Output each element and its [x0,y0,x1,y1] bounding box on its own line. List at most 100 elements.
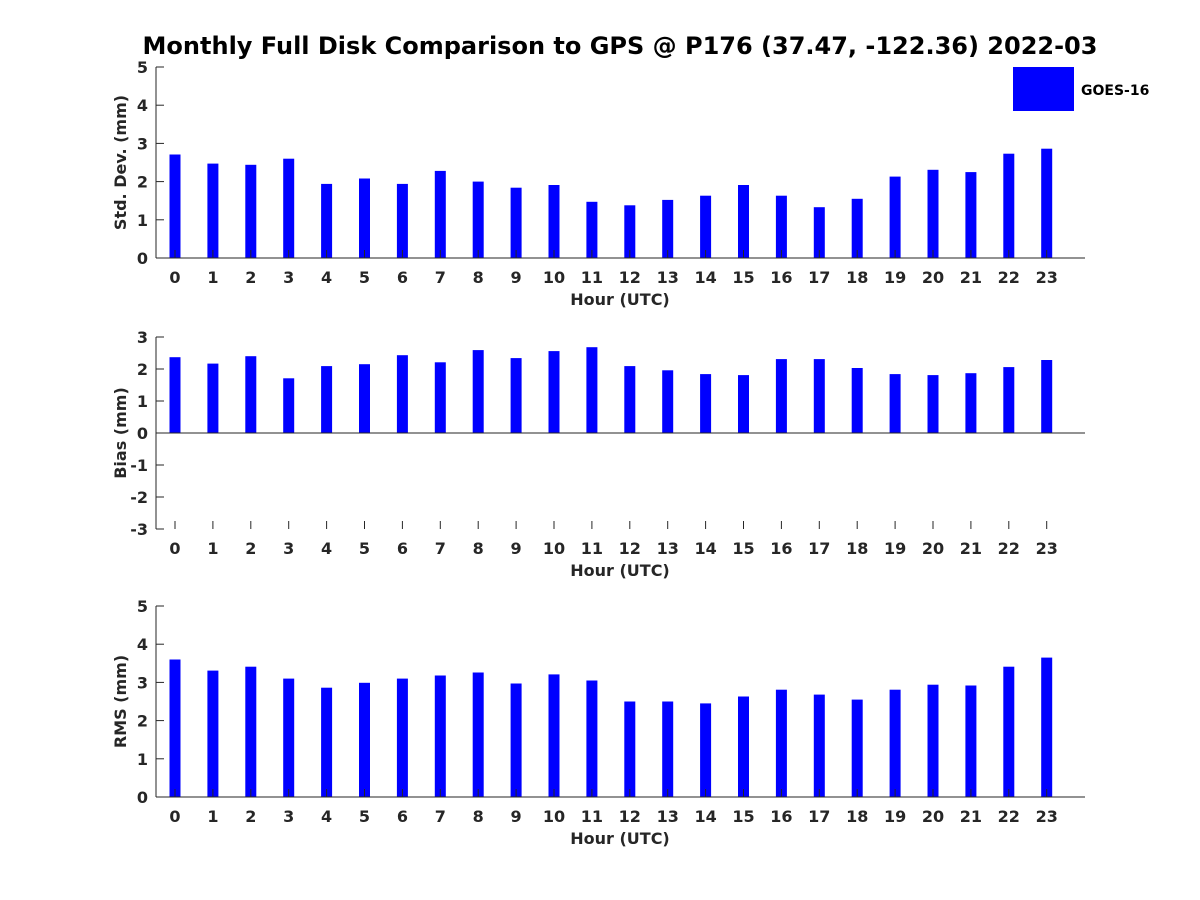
x-tick-label: 7 [435,539,446,558]
x-tick-label: 13 [657,268,679,287]
x-tick-label: 17 [808,807,830,826]
x-tick-label: 8 [473,807,484,826]
x-tick-label: 18 [846,268,868,287]
x-tick-label: 4 [321,539,332,558]
x-tick-label: 18 [846,807,868,826]
bar-hour-7 [434,362,446,433]
bar-hour-16 [775,195,787,258]
x-tick-label: 0 [169,539,180,558]
bar-hour-2 [245,666,257,797]
bar-hour-0 [169,357,181,433]
bar-hour-21 [965,373,977,433]
bar-hour-0 [169,154,181,258]
x-tick-label: 1 [207,807,218,826]
y-tick-label: 1 [137,211,148,230]
x-tick-label: 7 [435,268,446,287]
x-tick-label: 17 [808,268,830,287]
bar-hour-14 [700,195,712,258]
bar-hour-13 [662,199,674,258]
bar-hour-4 [321,687,333,797]
x-tick-label: 0 [169,807,180,826]
bar-hour-23 [1041,360,1053,433]
x-tick-label: 6 [397,807,408,826]
bar-hour-4 [321,366,333,433]
x-tick-label: 10 [543,539,565,558]
bar-hour-22 [1003,367,1015,433]
x-tick-label: 2 [245,807,256,826]
x-tick-label: 21 [960,539,982,558]
x-tick-label: 1 [207,268,218,287]
x-tick-label: 20 [922,268,944,287]
bar-hour-10 [548,185,560,258]
bar-hour-5 [359,682,370,797]
bar-hour-16 [775,359,787,433]
x-tick-label: 8 [473,539,484,558]
bar-hour-3 [283,158,295,258]
bar-hour-7 [434,170,446,258]
bar-hour-7 [434,675,446,797]
bar-hour-12 [624,701,636,797]
x-tick-label: 1 [207,539,218,558]
x-tick-label: 9 [511,807,522,826]
x-tick-label: 0 [169,268,180,287]
x-tick-label: 3 [283,268,294,287]
bar-hour-6 [396,183,408,258]
bar-hour-14 [700,374,712,433]
figure-title: Monthly Full Disk Comparison to GPS @ P1… [143,32,1098,60]
bar-hour-12 [624,205,636,258]
y-tick-label: 0 [137,788,148,807]
bar-hour-1 [207,163,219,258]
x-tick-label: 12 [619,268,641,287]
x-tick-label: 22 [998,539,1020,558]
x-tick-label: 19 [884,807,906,826]
bar-hour-13 [662,370,674,433]
legend-swatch-goes-16 [1013,67,1074,111]
y-tick-label: 2 [137,712,148,731]
x-tick-label: 13 [657,807,679,826]
bar-hour-19 [889,176,901,258]
bar-hour-21 [965,685,977,797]
bar-hour-20 [927,375,939,433]
legend: GOES-16 [1013,67,1149,111]
x-tick-label: 10 [543,268,565,287]
x-tick-label: 13 [657,539,679,558]
x-tick-label: 18 [846,539,868,558]
bar-hour-23 [1041,657,1053,797]
y-axis-label: Bias (mm) [111,387,130,479]
legend-label-goes-16: GOES-16 [1081,83,1149,99]
bar-hour-9 [510,683,522,797]
x-tick-label: 22 [998,807,1020,826]
bar-hour-8 [472,350,484,433]
y-tick-label: 3 [137,134,148,153]
x-tick-label: 11 [581,268,603,287]
bar-hour-6 [396,678,408,797]
bar-hour-1 [207,363,219,433]
bar-hour-23 [1041,148,1053,258]
bar-hour-6 [396,355,408,433]
x-tick-label: 12 [619,807,641,826]
bar-hour-12 [624,366,636,433]
x-tick-label: 5 [359,807,370,826]
bar-hour-10 [548,351,560,433]
y-tick-label: -1 [130,456,148,475]
bar-hour-9 [510,358,522,433]
x-tick-label: 16 [770,268,792,287]
x-tick-label: 19 [884,539,906,558]
x-tick-label: 22 [998,268,1020,287]
bar-hour-5 [359,178,370,258]
bar-hour-17 [813,694,825,797]
bar-hour-20 [927,169,939,258]
x-tick-label: 15 [732,268,754,287]
x-tick-label: 23 [1036,268,1058,287]
x-tick-label: 23 [1036,539,1058,558]
x-tick-label: 20 [922,539,944,558]
bar-hour-9 [510,187,522,258]
y-tick-label: 4 [137,635,148,654]
x-tick-label: 12 [619,539,641,558]
y-tick-label: 5 [137,58,148,77]
x-tick-label: 4 [321,268,332,287]
y-tick-label: 3 [137,673,148,692]
bar-hour-11 [586,680,598,797]
bar-hour-17 [813,359,825,433]
